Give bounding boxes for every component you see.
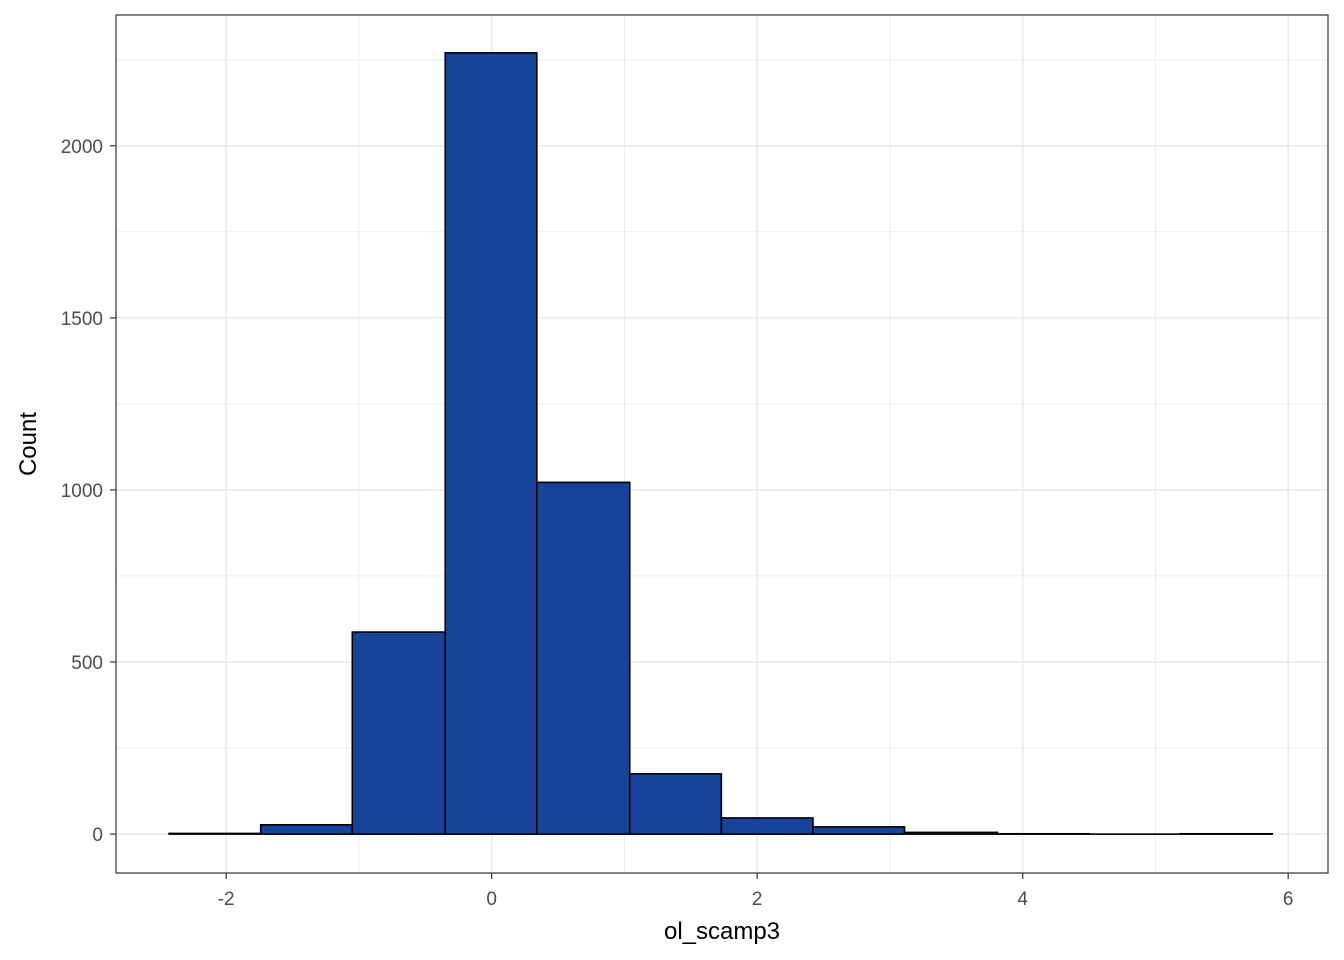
x-axis-title: ol_scamp3 [664,918,780,945]
histogram-bar [444,52,538,835]
histogram-bar [536,481,631,835]
y-tick-label: 1500 [61,309,103,330]
y-axis-title: Count [15,412,42,476]
histogram-bar [812,826,906,835]
x-tick-label: 2 [752,889,763,910]
x-tick-label: 6 [1283,889,1294,910]
y-tick-label: 1000 [61,481,103,502]
y-tick-label: 2000 [61,137,103,158]
x-axis-ticks: -2 0 2 4 6 [218,873,1294,910]
histogram-bar [168,832,262,835]
histogram-bar [259,824,354,835]
minor-gridlines [116,15,1328,873]
panel-border [115,14,1329,874]
histogram-bar [720,817,814,835]
y-axis-ticks: 0 500 1000 1500 2000 [61,137,116,846]
x-tick-label: 4 [1017,889,1028,910]
histogram-bar [351,631,447,835]
histogram-bar [628,773,723,835]
histogram-bars [168,52,1274,835]
x-tick-label: 0 [486,889,497,910]
x-tick-label: -2 [218,889,235,910]
y-tick-label: 0 [92,825,103,846]
histogram-bar [903,831,999,835]
y-tick-label: 500 [71,653,103,674]
